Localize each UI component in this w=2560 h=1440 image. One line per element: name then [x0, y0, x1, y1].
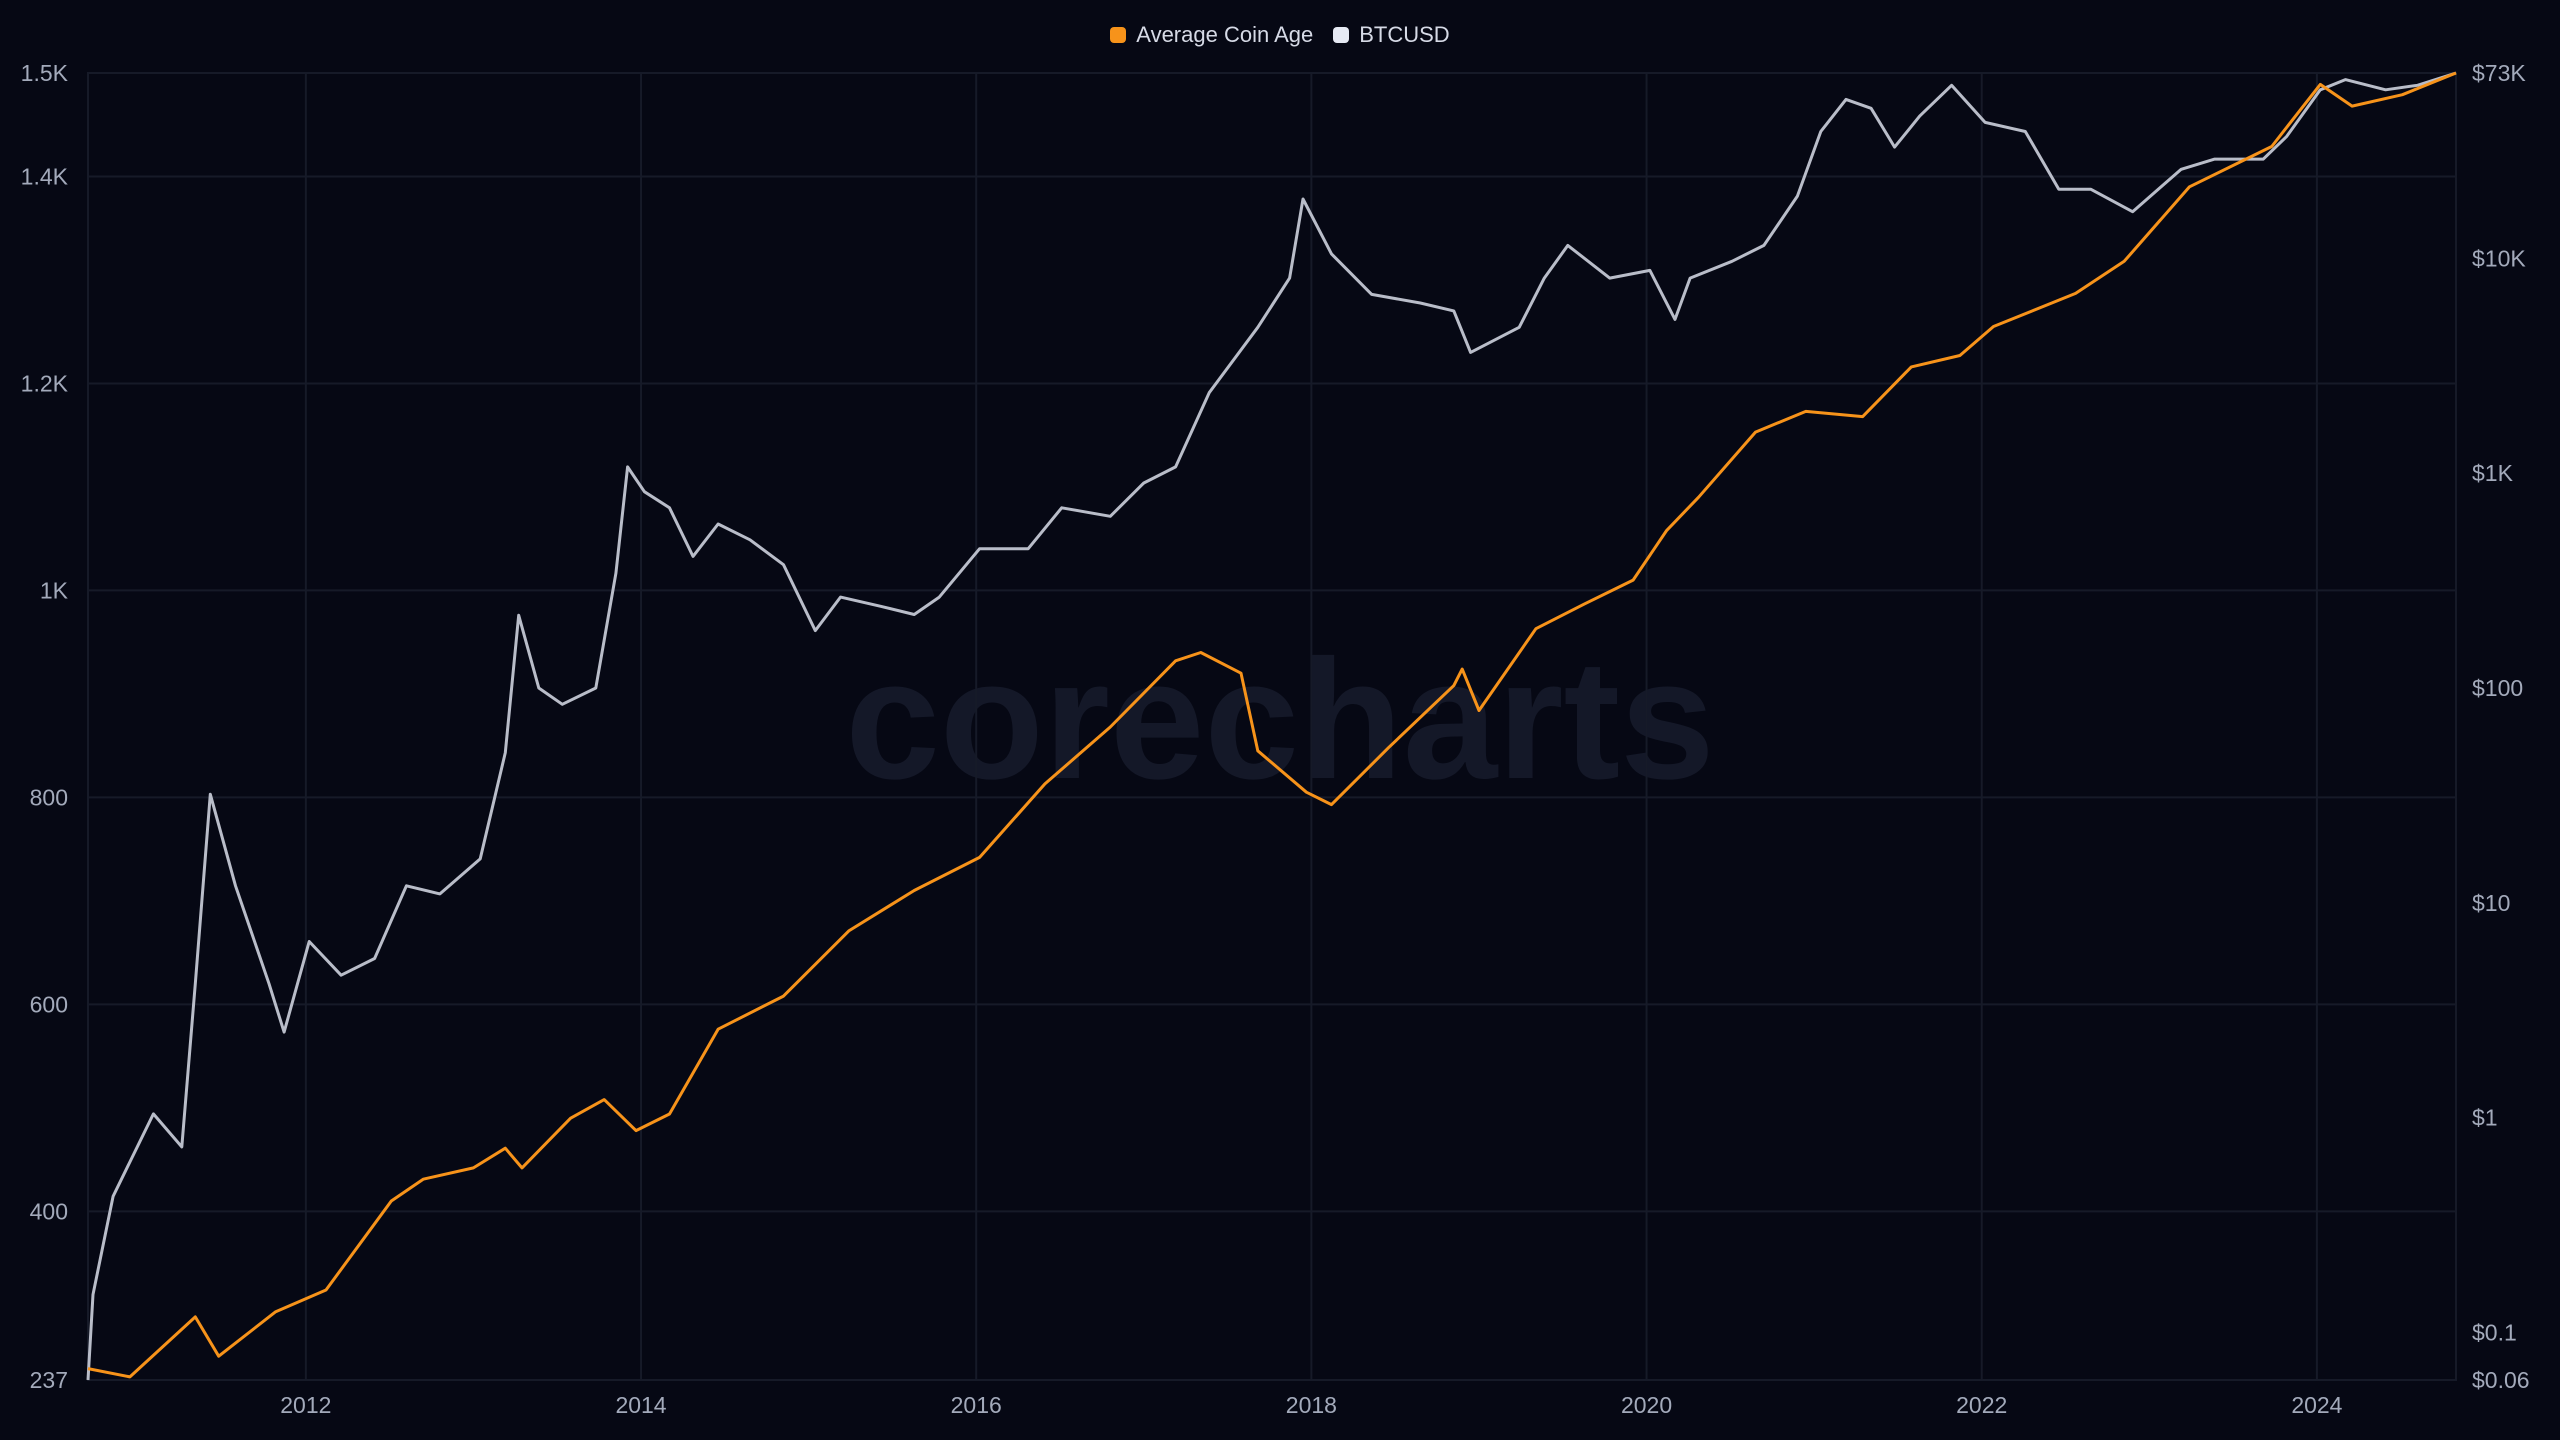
series-line-average-coin-age	[87, 71, 2457, 1379]
right-axis-tick-label: $0.06	[2472, 1367, 2530, 1393]
legend-item-btcusd[interactable]: BTCUSD	[1333, 22, 1450, 48]
x-axis-tick-label: 2014	[615, 1392, 666, 1418]
legend-swatch-orange	[1110, 27, 1127, 43]
series-lines	[86, 71, 2457, 1381]
left-axis-tick-label: 237	[30, 1367, 68, 1393]
watermark: corecharts	[845, 625, 1714, 815]
right-axis-tick-label: $1	[2472, 1105, 2498, 1131]
left-axis-tick-label: 1.4K	[21, 163, 69, 189]
series-line-btcusd	[86, 71, 2457, 1381]
right-axis-tick-label: $1K	[2472, 460, 2514, 486]
legend-label: BTCUSD	[1359, 22, 1450, 47]
x-axis-tick-label: 2018	[1286, 1392, 1337, 1418]
x-axis-tick-label: 2024	[2291, 1392, 2342, 1418]
left-axis-tick-label: 400	[30, 1198, 68, 1224]
left-axis-tick-label: 800	[30, 784, 68, 810]
left-axis-tick-label: 1.5K	[21, 60, 69, 86]
x-axis-tick-label: 2022	[1956, 1392, 2007, 1418]
right-axis-tick-label: $10	[2472, 890, 2510, 916]
right-axis-tick-label: $0.1	[2472, 1319, 2517, 1345]
legend-item-average-coin-age[interactable]: Average Coin Age	[1110, 22, 1313, 48]
right-axis-tick-label: $10K	[2472, 245, 2526, 271]
right-axis-tick-label: $100	[2472, 675, 2523, 701]
left-axis-tick-label: 600	[30, 991, 68, 1017]
legend: Average Coin Age BTCUSD	[0, 22, 2560, 48]
legend-swatch-white	[1333, 27, 1350, 43]
left-axis-tick-label: 1.2K	[21, 370, 69, 396]
axis-ticks: 237 400 600 800 1K 1.2K 1.4K 1.5K $0.06 $0.1 $1 $10…	[21, 60, 2530, 1418]
x-axis-tick-label: 2012	[280, 1392, 331, 1418]
left-axis-tick-label: 1K	[40, 577, 69, 603]
legend-label: Average Coin Age	[1136, 22, 1314, 47]
x-axis-tick-label: 2016	[951, 1392, 1002, 1418]
x-axis-tick-label: 2020	[1621, 1392, 1672, 1418]
right-axis-tick-label: $73K	[2472, 60, 2526, 86]
grid	[87, 72, 2457, 1381]
